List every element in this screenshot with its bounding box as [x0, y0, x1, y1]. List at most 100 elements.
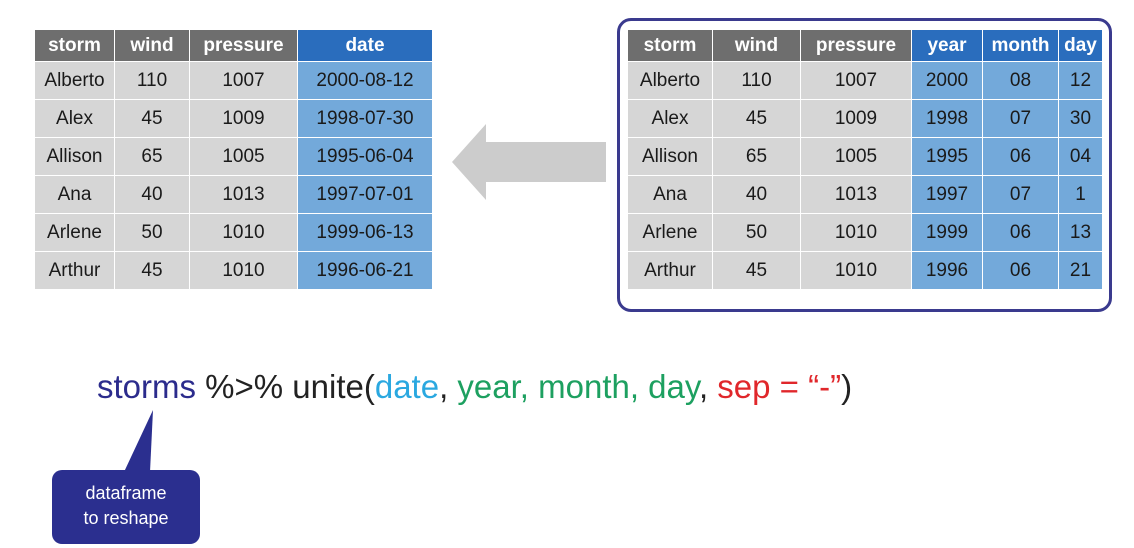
table-cell: Arthur [628, 252, 712, 289]
table-row: Arthur 45 1010 1996-06-21 [35, 252, 432, 289]
table-cell: 1995-06-04 [298, 138, 432, 175]
table-cell: 1999 [912, 214, 982, 251]
table-cell: 06 [983, 138, 1058, 175]
table-cell: 1013 [190, 176, 297, 213]
column-header: month [983, 30, 1058, 61]
table-cell: 06 [983, 252, 1058, 289]
table-row: Alberto 110 1007 2000-08-12 [35, 62, 432, 99]
table-cell: 21 [1059, 252, 1102, 289]
pipe-and-function: %>% unite( [196, 368, 375, 405]
table-cell: 1010 [190, 214, 297, 251]
callout-box: dataframe to reshape [52, 470, 200, 544]
table-cell: 1013 [801, 176, 911, 213]
table-cell: Arlene [35, 214, 114, 251]
table-cell: 08 [983, 62, 1058, 99]
table-cell: 06 [983, 214, 1058, 251]
table-cell: 1009 [801, 100, 911, 137]
table-cell: 65 [713, 138, 800, 175]
table-cell: 30 [1059, 100, 1102, 137]
table-cell: 1995 [912, 138, 982, 175]
table-header-row: storm wind pressure year month day [628, 30, 1102, 61]
column-header: date [298, 30, 432, 61]
table-row: Allison 65 1005 1995 06 04 [628, 138, 1102, 175]
source-table: storm wind pressure year month day Alber… [627, 29, 1103, 290]
table-header-row: storm wind pressure date [35, 30, 432, 61]
table-cell: 1996 [912, 252, 982, 289]
column-header: wind [713, 30, 800, 61]
table-row: Ana 40 1013 1997-07-01 [35, 176, 432, 213]
table-cell: 45 [713, 100, 800, 137]
table-cell: Arthur [35, 252, 114, 289]
table-cell: Ana [35, 176, 114, 213]
callout-line: to reshape [83, 508, 169, 528]
table-row: Arlene 50 1010 1999 06 13 [628, 214, 1102, 251]
column-header: day [1059, 30, 1102, 61]
comma: , [698, 368, 718, 405]
table-row: Ana 40 1013 1997 07 1 [628, 176, 1102, 213]
table-cell: 45 [713, 252, 800, 289]
source-table-frame [617, 18, 1112, 312]
table-cell: 110 [115, 62, 189, 99]
table-row: Alberto 110 1007 2000 08 12 [628, 62, 1102, 99]
callout-pointer [124, 410, 153, 472]
table-cell: 1005 [801, 138, 911, 175]
column-header: storm [628, 30, 712, 61]
table-cell: 1007 [190, 62, 297, 99]
table-cell: 07 [983, 100, 1058, 137]
table-cell: 50 [115, 214, 189, 251]
table-cell: 2000-08-12 [298, 62, 432, 99]
table-cell: 1010 [801, 214, 911, 251]
table-cell: 2000 [912, 62, 982, 99]
table-row: Alex 45 1009 1998 07 30 [628, 100, 1102, 137]
table-cell: 1007 [801, 62, 911, 99]
table-cell: Arlene [628, 214, 712, 251]
table-cell: 1005 [190, 138, 297, 175]
table-cell: 45 [115, 100, 189, 137]
table-cell: 04 [1059, 138, 1102, 175]
table-cell: 1998-07-30 [298, 100, 432, 137]
table-cell: 1998 [912, 100, 982, 137]
table-cell: 12 [1059, 62, 1102, 99]
table-row: Arlene 50 1010 1999-06-13 [35, 214, 432, 251]
separator-arg: sep = “-” [717, 368, 842, 405]
column-header: wind [115, 30, 189, 61]
close-paren: ) [841, 368, 853, 405]
column-header: pressure [801, 30, 911, 61]
column-header: pressure [190, 30, 297, 61]
table-cell: 1997 [912, 176, 982, 213]
table-cell: 50 [713, 214, 800, 251]
table-cell: 1996-06-21 [298, 252, 432, 289]
table-cell: 40 [713, 176, 800, 213]
table-cell: 110 [713, 62, 800, 99]
column-header: year [912, 30, 982, 61]
table-cell: 1999-06-13 [298, 214, 432, 251]
column-header: storm [35, 30, 114, 61]
callout-line: dataframe [85, 483, 167, 503]
table-row: Alex 45 1009 1998-07-30 [35, 100, 432, 137]
table-cell: 65 [115, 138, 189, 175]
united-table: storm wind pressure date Alberto 110 100… [34, 29, 433, 290]
table-cell: 45 [115, 252, 189, 289]
left-arrow-icon [452, 124, 606, 200]
input-columns-arg: year, month, day [457, 368, 699, 405]
table-cell: 07 [983, 176, 1058, 213]
table-cell: 40 [115, 176, 189, 213]
table-cell: 1997-07-01 [298, 176, 432, 213]
table-cell: Alberto [628, 62, 712, 99]
table-cell: Ana [628, 176, 712, 213]
table-cell: 1010 [801, 252, 911, 289]
comma: , [439, 368, 458, 405]
table-cell: Alex [628, 100, 712, 137]
table-cell: 1009 [190, 100, 297, 137]
table-cell: Alberto [35, 62, 114, 99]
table-cell: 13 [1059, 214, 1102, 251]
code-expression: storms %>% unite(date, year, month, day,… [97, 368, 852, 406]
table-cell: Allison [35, 138, 114, 175]
table-cell: Allison [628, 138, 712, 175]
table-row: Arthur 45 1010 1996 06 21 [628, 252, 1102, 289]
table-cell: 1010 [190, 252, 297, 289]
dataframe-name: storms [97, 368, 196, 405]
new-column-arg: date [374, 368, 440, 405]
table-cell: 1 [1059, 176, 1102, 213]
table-cell: Alex [35, 100, 114, 137]
